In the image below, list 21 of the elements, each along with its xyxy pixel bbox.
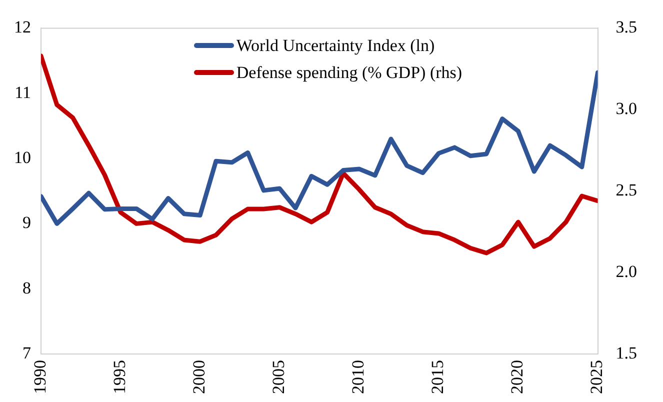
- x-tick-label: 1995: [110, 360, 130, 394]
- legend-label: World Uncertainty Index (ln): [236, 35, 435, 58]
- y-tick-label: 7: [22, 343, 32, 362]
- y2-tick-label: 1.5: [616, 343, 637, 362]
- x-tick-label: 2010: [348, 360, 368, 394]
- y-tick-label: 9: [22, 213, 31, 232]
- y2-tick-label: 2.0: [616, 262, 637, 282]
- x-tick-label: 2000: [190, 360, 209, 394]
- x-tick-label: 2005: [269, 360, 288, 394]
- y-tick-label: 11: [14, 82, 31, 102]
- x-tick-label: 2015: [428, 360, 448, 394]
- x-tick-label: 1990: [30, 360, 50, 394]
- x-tick-label: 2020: [508, 360, 527, 394]
- y-tick-label: 10: [14, 148, 31, 167]
- legend-label: Defense spending (% GDP) (rhs): [236, 62, 462, 84]
- y2-tick-label: 3.5: [616, 18, 637, 37]
- y2-tick-label: 3.0: [616, 99, 637, 118]
- y-tick-label: 8: [22, 278, 31, 298]
- x-tick-label: 2025: [587, 360, 606, 394]
- y-tick-label: 12: [14, 18, 31, 37]
- y2-tick-label: 2.5: [616, 180, 637, 200]
